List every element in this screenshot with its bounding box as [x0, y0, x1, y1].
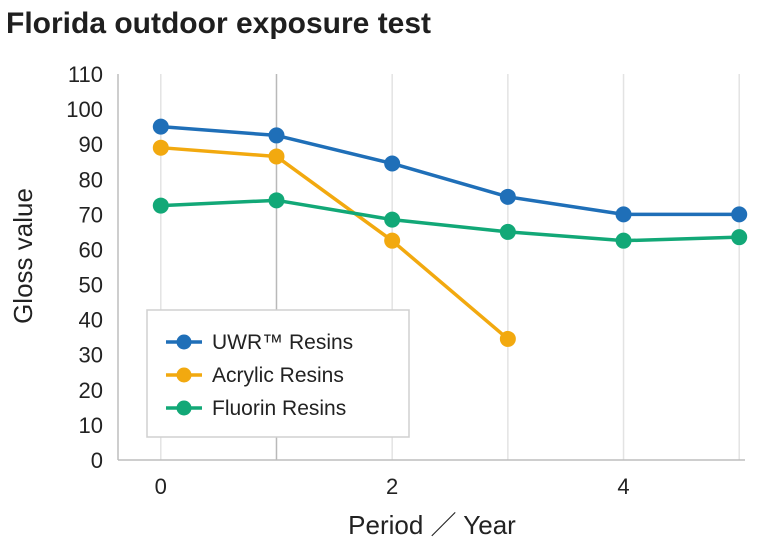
y-axis-label: Gloss value [8, 188, 38, 324]
data-point [268, 192, 285, 209]
y-tick-labels: 0 10 20 30 40 50 60 70 80 90 100 110 [66, 62, 103, 473]
x-tick-label: 2 [386, 474, 398, 499]
chart-title: Florida outdoor exposure test [6, 7, 431, 40]
legend-label: Fluorin Resins [212, 397, 346, 420]
data-point [499, 223, 516, 240]
y-tick-label: 40 [79, 308, 103, 333]
x-axis-label: Period ／ Year [348, 510, 516, 540]
data-point [152, 139, 169, 156]
x-tick-labels: 0 2 4 [155, 474, 630, 499]
data-point [499, 188, 516, 205]
data-point [152, 118, 169, 135]
legend-marker [176, 400, 192, 416]
data-point [384, 232, 401, 249]
y-tick-label: 30 [79, 343, 103, 368]
axes [117, 74, 745, 461]
x-tick-label: 0 [155, 474, 167, 499]
legend-label: UWR™ Resins [212, 331, 353, 354]
series-points [152, 118, 748, 347]
legend-marker [176, 334, 192, 350]
series-line [160, 145, 509, 341]
x-tick-label: 4 [617, 474, 629, 499]
y-tick-label: 0 [91, 448, 103, 473]
y-tick-label: 100 [66, 97, 103, 122]
y-tick-label: 110 [68, 62, 103, 87]
y-tick-label: 10 [79, 413, 103, 438]
data-point [731, 229, 748, 246]
series-line [160, 198, 740, 243]
y-tick-label: 50 [79, 273, 103, 298]
y-tick-label: 90 [79, 132, 103, 157]
legend-label: Acrylic Resins [212, 364, 344, 387]
series-lines [160, 124, 740, 341]
data-point [499, 330, 516, 347]
data-point [268, 148, 285, 165]
data-point [268, 127, 285, 144]
data-point [731, 206, 748, 223]
y-tick-label: 70 [79, 202, 103, 227]
legend: UWR™ Resins Acrylic Resins Fluorin Resins [146, 309, 410, 438]
legend-marker [176, 367, 192, 383]
data-point [384, 155, 401, 172]
data-point [152, 197, 169, 214]
series-line [160, 124, 740, 217]
y-tick-label: 80 [79, 167, 103, 192]
data-point [615, 206, 632, 223]
data-point [384, 211, 401, 228]
y-tick-label: 60 [79, 237, 103, 262]
y-tick-label: 20 [79, 378, 103, 403]
data-point [615, 232, 632, 249]
